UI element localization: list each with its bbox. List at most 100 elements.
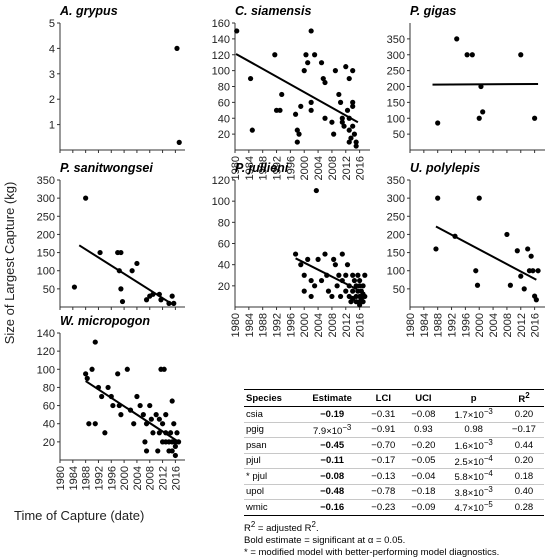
data-point bbox=[167, 430, 174, 436]
cell-estimate-exp: −3 bbox=[342, 422, 352, 432]
data-point bbox=[174, 430, 180, 436]
stats-table-block: Species Estimate LCI UCI p R2 csia −0.19−… bbox=[244, 388, 548, 559]
data-point bbox=[134, 393, 140, 400]
x-tick-label: 2008 bbox=[327, 313, 339, 337]
regression-line bbox=[85, 380, 180, 443]
y-tick-label: 150 bbox=[387, 97, 405, 109]
data-point bbox=[143, 297, 150, 303]
data-point bbox=[176, 139, 182, 145]
cell-p-exp: −3 bbox=[483, 484, 493, 494]
data-point bbox=[341, 123, 347, 129]
data-point bbox=[294, 139, 300, 145]
x-tick-label: 1980 bbox=[55, 466, 67, 490]
data-point bbox=[92, 339, 98, 345]
x-tick-label: 2012 bbox=[516, 313, 528, 337]
cell-estimate: −0.16 bbox=[301, 499, 364, 516]
data-point bbox=[279, 91, 285, 98]
data-point bbox=[150, 430, 156, 436]
data-point bbox=[518, 273, 524, 279]
data-point bbox=[504, 231, 510, 238]
stats-row: csia −0.19 −0.31 −0.08 1.7×10−3 0.20 bbox=[244, 406, 544, 423]
x-tick-label: 1984 bbox=[68, 466, 80, 490]
header-species: Species bbox=[244, 388, 302, 408]
stats-row: wmic −0.16 −0.23 −0.09 4.7×10−5 0.28 bbox=[244, 499, 544, 516]
data-point bbox=[308, 107, 314, 113]
y-tick-label: 20 bbox=[43, 437, 55, 449]
stats-row: pgig 7.9×10−3 −0.91 0.93 0.98 −0.17 bbox=[244, 422, 544, 439]
data-point bbox=[161, 366, 167, 372]
data-point bbox=[298, 262, 304, 268]
data-point bbox=[350, 123, 356, 129]
data-point bbox=[346, 139, 352, 145]
regression-line bbox=[78, 244, 175, 307]
y-tick-label: 40 bbox=[218, 113, 230, 125]
cell-estimate: −0.45 bbox=[301, 437, 364, 454]
data-point bbox=[343, 272, 349, 278]
y-tick-label: 50 bbox=[393, 284, 405, 296]
data-point bbox=[312, 52, 318, 58]
data-point bbox=[435, 120, 441, 126]
x-tick-label: 2012 bbox=[158, 466, 170, 490]
data-point bbox=[301, 288, 307, 294]
y-tick-label: 80 bbox=[218, 217, 230, 229]
note-asterisk: * = modified model with better-performin… bbox=[244, 546, 500, 558]
panel-title: W. micropogon bbox=[60, 314, 150, 328]
cell-lci: −0.17 bbox=[363, 453, 404, 470]
cell-p-exp: −3 bbox=[483, 438, 493, 448]
data-point bbox=[357, 302, 363, 308]
note-r2-sup2: 2 bbox=[311, 519, 316, 529]
data-point bbox=[234, 28, 240, 34]
data-point bbox=[521, 286, 527, 292]
y-tick-label: 1 bbox=[49, 120, 55, 132]
cell-species: psan bbox=[244, 437, 302, 454]
data-point bbox=[474, 282, 481, 288]
data-point bbox=[147, 402, 153, 409]
data-point bbox=[143, 448, 150, 454]
panel-title: C. siamensis bbox=[235, 4, 311, 18]
cell-r2: 0.20 bbox=[503, 453, 544, 470]
data-point bbox=[296, 131, 302, 137]
cell-p: 4.7×10−5 bbox=[443, 499, 504, 516]
cell-p: 0.98 bbox=[443, 422, 504, 439]
data-point bbox=[350, 272, 356, 278]
data-point bbox=[464, 52, 470, 58]
x-tick-label: 1992 bbox=[272, 156, 284, 180]
data-point bbox=[301, 272, 307, 278]
figure-canvas: A. grypus 1 2 3 4 5 C. siamensis 20 40 60 80 100 120… bbox=[2, 4, 545, 523]
cell-species: pgig bbox=[244, 422, 302, 439]
x-tick-label: 1988 bbox=[433, 313, 445, 337]
data-point bbox=[142, 439, 148, 445]
x-tick-label: 1996 bbox=[285, 313, 297, 337]
cell-estimate: 7.9×10−3 bbox=[301, 422, 364, 439]
y-tick-label: 20 bbox=[218, 281, 230, 293]
data-point bbox=[518, 52, 524, 58]
x-tick-label: 2000 bbox=[299, 156, 311, 180]
data-point bbox=[129, 268, 135, 274]
data-point bbox=[105, 384, 111, 391]
y-tick-label: 200 bbox=[387, 229, 405, 241]
data-point bbox=[249, 127, 255, 133]
data-point bbox=[476, 195, 482, 201]
cell-p-exp: −3 bbox=[483, 407, 493, 417]
x-tick-label: 1980 bbox=[405, 313, 417, 337]
data-point bbox=[480, 109, 486, 115]
cell-p-exp: −5 bbox=[483, 500, 493, 510]
data-point bbox=[118, 286, 124, 292]
data-point bbox=[532, 115, 538, 121]
y-tick-label: 100 bbox=[37, 266, 55, 278]
cell-p-exp: −4 bbox=[483, 469, 493, 479]
data-point bbox=[137, 402, 143, 409]
cell-estimate: −0.48 bbox=[301, 484, 364, 501]
data-point bbox=[331, 256, 337, 262]
cell-r2: 0.18 bbox=[503, 468, 544, 485]
data-point bbox=[454, 36, 460, 42]
cell-lci: −0.23 bbox=[363, 499, 404, 516]
data-point bbox=[110, 402, 116, 409]
data-point bbox=[343, 64, 349, 70]
header-uci: UCI bbox=[403, 388, 444, 408]
data-point bbox=[360, 283, 366, 289]
note-bold: Bold estimate = significant at α = 0.05. bbox=[244, 534, 406, 546]
cell-uci: −0.20 bbox=[403, 437, 444, 454]
cell-uci: −0.05 bbox=[403, 453, 444, 470]
data-point bbox=[102, 430, 108, 436]
